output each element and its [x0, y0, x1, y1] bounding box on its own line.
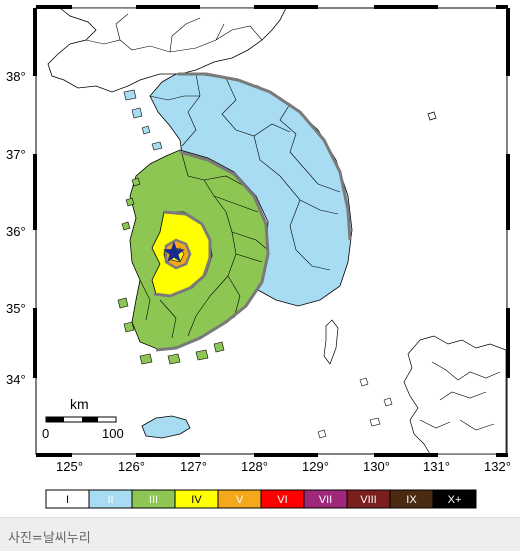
legend-label-i: I	[66, 494, 69, 506]
scale-bar: km 0 100	[42, 396, 124, 441]
lat-label-35: 35°	[6, 301, 26, 316]
legend-label-xplus: X+	[448, 494, 462, 506]
lat-label-34: 34°	[6, 372, 26, 387]
contour-v	[164, 238, 192, 270]
legend-label-v: V	[236, 494, 244, 506]
caption-text: 사진=날씨누리	[8, 531, 91, 546]
legend-label-ix: IX	[406, 494, 417, 506]
contour-iv	[153, 210, 212, 298]
lon-label-129: 129°	[302, 459, 329, 474]
tsushima-island	[323, 319, 339, 365]
intensity-legend: I II III IV V VI VII VIII IX X+	[45, 489, 477, 509]
legend-label-vi: VI	[277, 494, 287, 506]
scale-start: 0	[42, 426, 49, 441]
lat-label-37: 37°	[6, 147, 26, 162]
lat-label-36: 36°	[6, 224, 26, 239]
lon-label-125: 125°	[56, 459, 83, 474]
contour-iii	[155, 150, 270, 352]
intensity-map: 38° 37° 36° 35° 34° 125° 126° 127° 128° …	[6, 5, 511, 509]
small-islands-south	[317, 377, 393, 439]
legend-swatch-xplus	[432, 489, 477, 509]
legend-label-ii: II	[107, 494, 113, 506]
lon-label-130: 130°	[363, 459, 390, 474]
north-korea-landmass	[47, 7, 287, 93]
photo-caption: 사진=날씨누리	[0, 517, 520, 551]
legend-label-viii: VIII	[360, 494, 377, 506]
lon-label-132: 132°	[484, 459, 511, 474]
small-island-east	[427, 111, 437, 121]
jeju-island	[141, 415, 191, 439]
legend-label-iv: IV	[191, 494, 202, 506]
scale-end: 100	[102, 426, 124, 441]
legend-label-vii: VII	[319, 494, 332, 506]
lon-label-128: 128°	[241, 459, 268, 474]
lon-label-127: 127°	[180, 459, 207, 474]
province-boundaries-north	[85, 13, 263, 53]
islands-blue	[123, 89, 163, 151]
japan-coast-details	[419, 361, 501, 431]
contour-ii	[178, 72, 352, 241]
province-boundaries-south	[139, 73, 341, 339]
legend-label-iii: III	[149, 494, 158, 506]
lat-label-38: 38°	[6, 69, 26, 84]
scale-unit: km	[70, 396, 89, 412]
japan-coast	[403, 335, 507, 455]
lon-label-131: 131°	[423, 459, 450, 474]
epicenter-star-icon	[162, 241, 186, 263]
lon-label-126: 126°	[118, 459, 145, 474]
frame-ticks	[33, 5, 510, 457]
map-content	[47, 7, 507, 455]
islands	[117, 177, 225, 365]
